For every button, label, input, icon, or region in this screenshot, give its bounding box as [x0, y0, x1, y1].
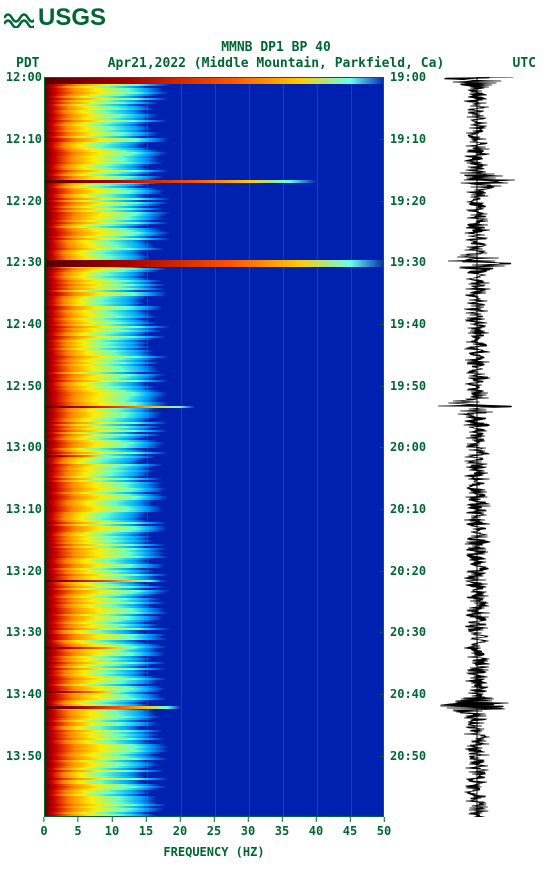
x-tick: 40 [309, 817, 323, 838]
left-tick-label: 13:20 [6, 564, 42, 578]
title-line1: MMNB DP1 BP 40 [4, 40, 548, 56]
grid-line [317, 78, 318, 816]
seismic-event-band [45, 77, 384, 84]
utc-label: UTC [513, 56, 536, 72]
left-tick-label: 13:10 [6, 502, 42, 516]
x-tick: 25 [207, 817, 221, 838]
grid-line [351, 78, 352, 816]
left-time-axis: 12:0012:1012:2012:3012:4012:5013:0013:10… [4, 77, 44, 817]
right-tick-label: 19:10 [390, 132, 426, 146]
right-tick-label: 20:30 [390, 625, 426, 639]
x-tick: 45 [343, 817, 357, 838]
left-tick-label: 12:50 [6, 379, 42, 393]
grid-line [215, 78, 216, 816]
chart-title: MMNB DP1 BP 40 PDT Apr21,2022 (Middle Mo… [4, 40, 548, 71]
x-tick: 15 [139, 817, 153, 838]
seismic-event-band [45, 455, 113, 457]
right-tick-label: 19:00 [390, 70, 426, 84]
plot-area: 12:0012:1012:2012:3012:4012:5013:0013:10… [4, 77, 548, 817]
grid-line [283, 78, 284, 816]
seismic-event-band [45, 691, 127, 693]
right-tick-label: 19:40 [390, 317, 426, 331]
right-tick-label: 19:30 [390, 255, 426, 269]
frequency-axis: FREQUENCY (HZ) 05101520253035404550 [44, 817, 384, 877]
x-tick: 5 [74, 817, 81, 838]
left-tick-label: 12:00 [6, 70, 42, 84]
right-tick-label: 19:20 [390, 194, 426, 208]
right-time-axis: 19:0019:1019:2019:3019:4019:5020:0020:10… [384, 77, 424, 817]
pdt-label: PDT [16, 56, 39, 72]
right-tick-label: 20:20 [390, 564, 426, 578]
right-tick-label: 20:00 [390, 440, 426, 454]
usgs-logo: USGS [4, 4, 548, 32]
x-tick: 35 [275, 817, 289, 838]
left-tick-label: 13:30 [6, 625, 42, 639]
left-tick-label: 12:30 [6, 255, 42, 269]
right-tick-label: 20:10 [390, 502, 426, 516]
left-tick-label: 13:40 [6, 687, 42, 701]
x-tick: 20 [173, 817, 187, 838]
grid-line [249, 78, 250, 816]
seismic-event-band [45, 647, 140, 649]
left-tick-label: 13:50 [6, 749, 42, 763]
waveform-trace [434, 77, 520, 817]
x-axis-label: FREQUENCY (HZ) [44, 845, 384, 859]
wave-icon [4, 8, 34, 28]
grid-line [181, 78, 182, 816]
date-location: Apr21,2022 (Middle Mountain, Parkfield, … [108, 56, 445, 72]
spectrogram [44, 77, 384, 817]
seismic-event-band [45, 260, 384, 267]
left-tick-label: 12:40 [6, 317, 42, 331]
x-tick: 50 [377, 817, 391, 838]
seismic-event-band [45, 406, 195, 408]
seismic-event-band [45, 706, 181, 709]
left-tick-label: 12:10 [6, 132, 42, 146]
x-tick: 10 [105, 817, 119, 838]
x-tick: 30 [241, 817, 255, 838]
left-tick-label: 13:00 [6, 440, 42, 454]
logo-text: USGS [38, 4, 106, 32]
right-tick-label: 20:50 [390, 749, 426, 763]
left-tick-label: 12:20 [6, 194, 42, 208]
seismic-event-band [45, 180, 317, 183]
seismic-event-band [45, 580, 161, 582]
right-tick-label: 19:50 [390, 379, 426, 393]
x-tick: 0 [40, 817, 47, 838]
right-tick-label: 20:40 [390, 687, 426, 701]
